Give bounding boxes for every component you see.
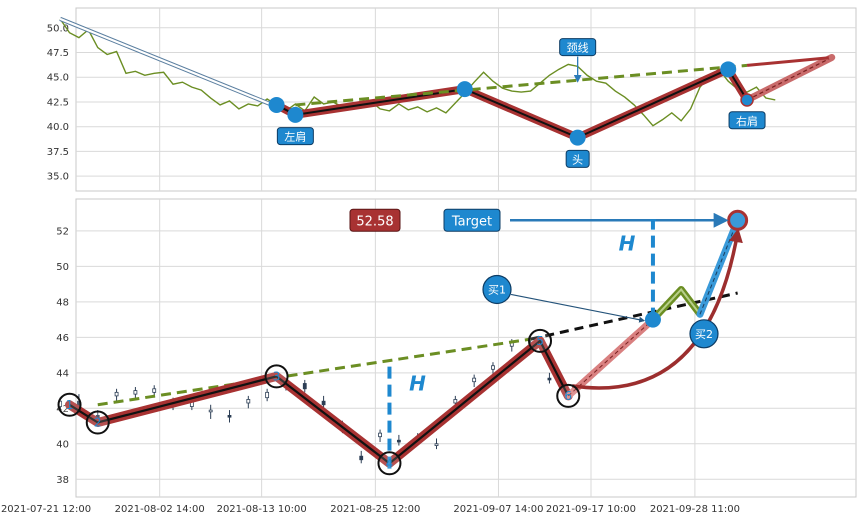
pattern-node — [740, 93, 754, 107]
candle-body — [114, 391, 119, 397]
candle-body — [491, 365, 495, 370]
target-value-box — [349, 208, 401, 232]
annotation-label: 头 — [572, 153, 583, 166]
candle-body — [227, 415, 232, 418]
target-label: Target — [451, 214, 492, 229]
pattern-point-circle — [264, 364, 289, 389]
height-label: H — [409, 372, 426, 396]
candle-body — [359, 455, 364, 461]
pattern-point-circle — [556, 383, 581, 408]
pattern-node — [828, 54, 835, 61]
annotation-box — [559, 38, 597, 57]
pattern-node — [287, 106, 304, 123]
pattern-node — [569, 129, 586, 146]
y-tick-label: 42 — [56, 404, 69, 415]
pattern-point-circle — [85, 410, 110, 435]
candle-body — [133, 390, 138, 395]
pattern-point-circle — [377, 451, 402, 476]
target-box — [443, 208, 501, 232]
pattern-node — [456, 81, 473, 98]
trend-arrow-inner — [59, 17, 290, 113]
pattern-point-label: 6 — [564, 389, 572, 403]
annotation-box — [276, 127, 314, 146]
y-tick-label: 40.0 — [47, 122, 69, 133]
annotation-box — [728, 111, 766, 130]
x-tick-label: 2021-07-21 12:00 — [1, 504, 91, 515]
projection-line — [567, 319, 654, 397]
pullback-line — [652, 287, 701, 321]
candle-body — [396, 439, 401, 443]
annotation-box — [565, 149, 590, 168]
y-tick-label: 40 — [56, 439, 69, 450]
candle-body — [321, 400, 326, 406]
annotation-label: 左肩 — [284, 130, 306, 144]
pattern-point-label: 4 — [386, 456, 394, 470]
y-tick-label: 38 — [56, 475, 69, 486]
pattern-point-label: 2 — [94, 416, 102, 430]
candle-body — [302, 383, 307, 390]
candle-body — [472, 377, 477, 383]
pattern-point-circle — [528, 328, 553, 353]
neckline — [97, 337, 531, 407]
candle-body — [265, 391, 270, 399]
annotation-label: 颈线 — [567, 41, 589, 55]
pattern-point-label: 5 — [536, 334, 544, 348]
y-tick-label: 50.0 — [47, 23, 69, 34]
pattern-point-circle — [57, 392, 82, 417]
top-frame — [75, 7, 857, 192]
candle-body — [378, 432, 382, 438]
buy1-label: 买1 — [488, 283, 506, 296]
y-tick-label: 42.5 — [47, 97, 69, 108]
x-tick-label: 2021-09-28 11:00 — [650, 504, 740, 515]
buy2-label: 买2 — [695, 328, 713, 341]
bottom-panel: 52504846444240382021-07-21 12:002021-08-… — [1, 198, 857, 515]
y-tick-label: 44 — [56, 368, 69, 379]
y-tick-label: 52 — [56, 226, 69, 237]
neckline-to-target — [746, 55, 832, 67]
candle-body — [453, 399, 458, 404]
y-tick-label: 50 — [56, 262, 69, 273]
x-tick-label: 2021-09-17 10:00 — [546, 504, 636, 515]
height-label: H — [619, 231, 636, 255]
annotation-label: 右肩 — [736, 114, 758, 128]
candle-body — [152, 388, 157, 393]
neckline-extension — [530, 291, 738, 341]
pattern-node — [268, 96, 285, 113]
candle-body — [208, 409, 213, 413]
pattern-point-label: 1 — [66, 398, 74, 412]
target-value-label: 52.58 — [356, 214, 393, 229]
y-tick-label: 35.0 — [47, 172, 69, 183]
y-tick-label: 37.5 — [47, 147, 69, 158]
x-tick-label: 2021-08-02 14:00 — [115, 504, 205, 515]
y-tick-label: 47.5 — [47, 48, 69, 59]
price-line — [59, 18, 776, 127]
x-tick-label: 2021-09-07 14:00 — [453, 504, 543, 515]
target-curve-arrow — [572, 228, 743, 390]
candle-body — [547, 377, 552, 381]
top-panel: 50.0 47.5 45.0 42.5 40.0 37.5 35.0 左肩头 右肩 颈线 — [47, 7, 857, 192]
buy1-circle — [482, 274, 512, 305]
target-node — [727, 209, 749, 231]
pattern-point-label: 3 — [273, 369, 281, 383]
buy2-circle — [689, 319, 719, 349]
candle-body — [246, 399, 251, 404]
neckline — [295, 63, 748, 107]
x-tick-label: 2021-08-25 12:00 — [330, 504, 420, 515]
pattern-node — [720, 61, 737, 78]
candle-body — [434, 443, 439, 446]
x-tick-label: 2021-08-13 10:00 — [217, 504, 307, 515]
buy1-pointer — [510, 293, 646, 323]
y-tick-label: 48 — [56, 297, 69, 308]
projection-line — [746, 56, 833, 101]
y-tick-label: 45.0 — [47, 73, 69, 84]
y-tick-label: 46 — [56, 333, 69, 344]
